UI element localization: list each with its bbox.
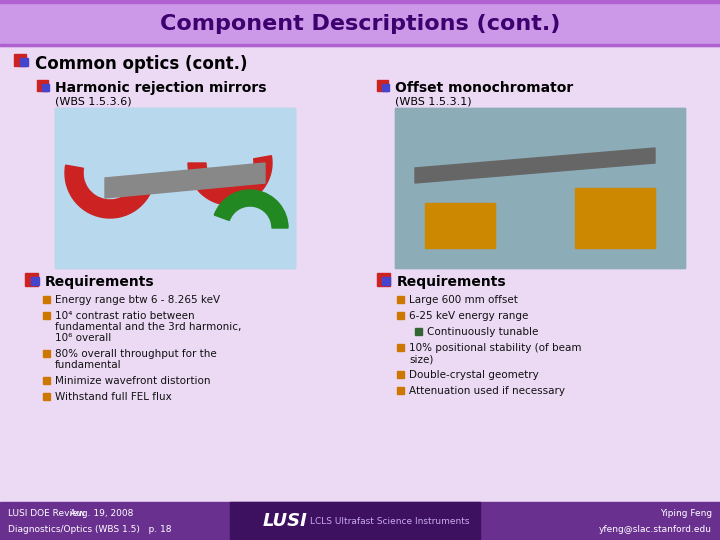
Text: 10% positional stability (of beam: 10% positional stability (of beam xyxy=(409,343,582,353)
Text: Diagnostics/Optics (WBS 1.5)   p. 18: Diagnostics/Optics (WBS 1.5) p. 18 xyxy=(8,524,171,534)
Bar xyxy=(425,203,495,248)
Bar xyxy=(43,312,50,319)
Text: fundamental and the 3rd harmonic,: fundamental and the 3rd harmonic, xyxy=(55,322,241,332)
Text: yfeng@slac.stanford.edu: yfeng@slac.stanford.edu xyxy=(599,524,712,534)
Bar xyxy=(0,502,720,540)
Text: Attenuation used if necessary: Attenuation used if necessary xyxy=(409,386,565,396)
Bar xyxy=(0,0,720,46)
Bar xyxy=(43,350,50,357)
Text: (WBS 1.5.3.1): (WBS 1.5.3.1) xyxy=(395,96,472,106)
Bar xyxy=(397,371,404,378)
Bar xyxy=(395,108,685,268)
Bar xyxy=(0,0,720,3)
Bar xyxy=(37,80,48,91)
Wedge shape xyxy=(215,190,288,228)
Bar xyxy=(575,188,655,248)
Text: 6-25 keV energy range: 6-25 keV energy range xyxy=(409,311,528,321)
Text: Aug. 19, 2008: Aug. 19, 2008 xyxy=(70,510,133,518)
Text: Component Descriptions (cont.): Component Descriptions (cont.) xyxy=(160,14,560,34)
Text: Large 600 mm offset: Large 600 mm offset xyxy=(409,295,518,305)
Bar xyxy=(0,44,720,46)
Text: Energy range btw 6 - 8.265 keV: Energy range btw 6 - 8.265 keV xyxy=(55,295,220,305)
Bar xyxy=(55,108,295,268)
Bar xyxy=(0,46,720,502)
Wedge shape xyxy=(188,156,272,205)
Bar xyxy=(42,84,49,91)
Bar xyxy=(395,108,685,268)
Polygon shape xyxy=(415,148,655,183)
Text: 10⁴ contrast ratio between: 10⁴ contrast ratio between xyxy=(55,311,194,321)
Text: Withstand full FEL flux: Withstand full FEL flux xyxy=(55,392,172,402)
Bar xyxy=(377,273,390,286)
Text: 10⁶ overall: 10⁶ overall xyxy=(55,333,112,343)
Text: Yiping Feng: Yiping Feng xyxy=(660,510,712,518)
Bar xyxy=(397,387,404,394)
Text: size): size) xyxy=(409,354,433,364)
Bar xyxy=(20,58,28,66)
Text: (WBS 1.5.3.6): (WBS 1.5.3.6) xyxy=(55,96,132,106)
Bar xyxy=(43,296,50,303)
Bar xyxy=(397,312,404,319)
Bar xyxy=(382,277,390,285)
Text: Minimize wavefront distortion: Minimize wavefront distortion xyxy=(55,376,210,386)
Bar xyxy=(415,328,422,335)
Bar xyxy=(31,277,39,285)
Bar xyxy=(397,296,404,303)
Text: fundamental: fundamental xyxy=(55,360,122,370)
Bar xyxy=(382,84,389,91)
Text: Double-crystal geometry: Double-crystal geometry xyxy=(409,370,539,380)
Text: Requirements: Requirements xyxy=(45,275,155,289)
Bar xyxy=(43,393,50,400)
Text: Continuously tunable: Continuously tunable xyxy=(427,327,539,337)
Bar xyxy=(55,108,295,268)
Bar xyxy=(25,273,38,286)
Bar xyxy=(377,80,388,91)
Polygon shape xyxy=(105,163,265,198)
Text: Common optics (cont.): Common optics (cont.) xyxy=(35,55,248,73)
Text: LUSI DOE Review: LUSI DOE Review xyxy=(8,510,85,518)
Bar xyxy=(397,344,404,351)
Text: 80% overall throughput for the: 80% overall throughput for the xyxy=(55,349,217,359)
Text: Offset monochromator: Offset monochromator xyxy=(395,81,573,95)
Wedge shape xyxy=(65,165,154,218)
Bar xyxy=(43,377,50,384)
Bar xyxy=(14,54,26,66)
Text: LCLS Ultrafast Science Instruments: LCLS Ultrafast Science Instruments xyxy=(310,516,469,525)
Text: LUSI: LUSI xyxy=(263,512,307,530)
Text: Requirements: Requirements xyxy=(397,275,507,289)
Bar xyxy=(230,502,480,540)
Text: Harmonic rejection mirrors: Harmonic rejection mirrors xyxy=(55,81,266,95)
